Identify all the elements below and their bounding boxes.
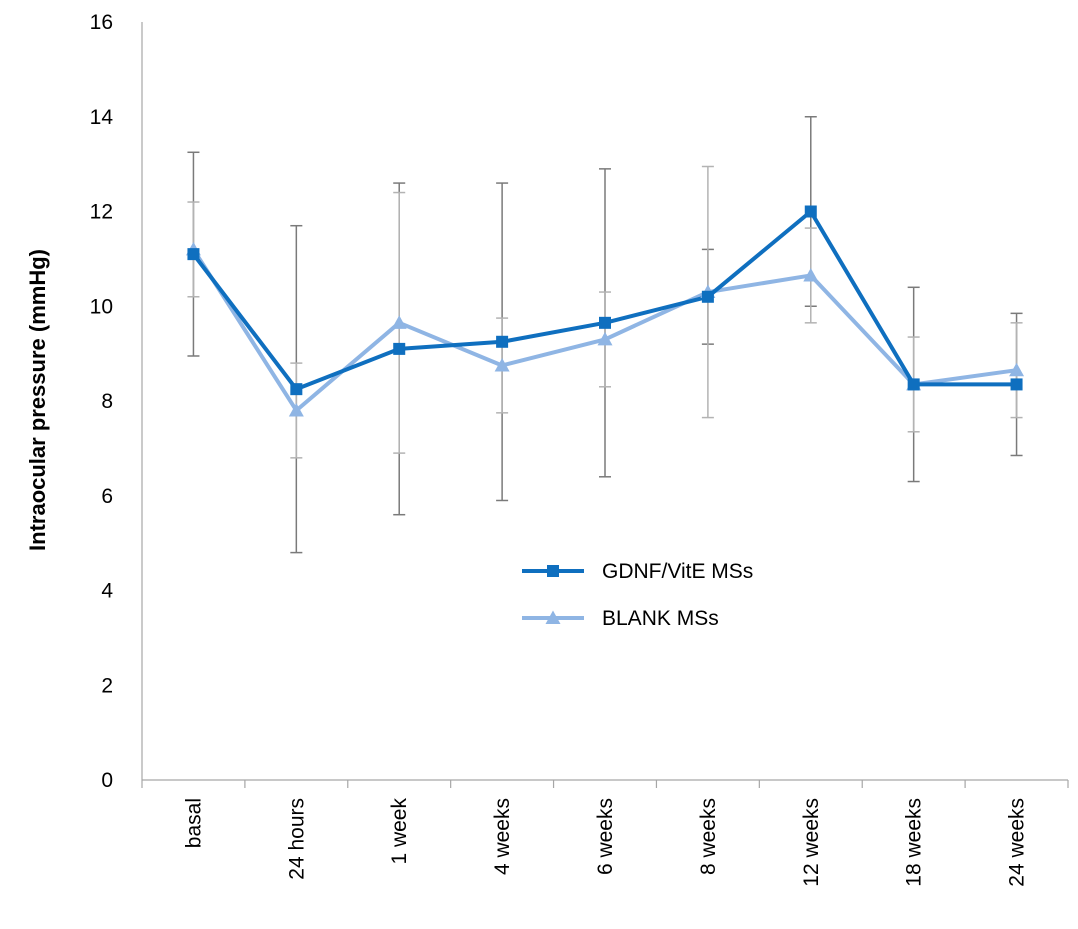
triangle-marker — [597, 331, 613, 346]
y-tick-label: 6 — [101, 485, 113, 508]
x-tick-label: basal — [182, 798, 205, 848]
square-marker — [599, 316, 611, 329]
square-marker — [547, 565, 559, 577]
legend-label: BLANK MSs — [602, 607, 719, 630]
axes — [141, 22, 1069, 788]
y-tick-label: 10 — [90, 295, 113, 318]
x-tick-label: 1 week — [388, 798, 411, 865]
triangle-marker — [494, 357, 510, 372]
x-tick-labels: basal 24 hours 1 week 4 weeks 6 weeks 8 weeks… — [182, 798, 1028, 887]
y-tick-label: 12 — [90, 201, 113, 224]
series-markers — [185, 205, 1025, 417]
square-marker — [496, 335, 509, 348]
legend: GDNF/VitE MSs BLANK MSs — [522, 560, 753, 630]
y-tick-label: 8 — [101, 390, 113, 413]
triangle-marker — [1009, 362, 1025, 377]
x-tick-label: 8 weeks — [697, 798, 720, 875]
x-tick-label: 12 weeks — [800, 798, 823, 887]
y-tick-label: 2 — [101, 674, 113, 697]
x-tick-label: 6 weeks — [594, 798, 617, 875]
triangle-marker — [803, 267, 819, 282]
square-marker — [1010, 378, 1023, 391]
y-axis-title: Intraocular pressure (mmHg) — [25, 249, 50, 551]
square-marker — [701, 290, 714, 303]
square-marker — [393, 342, 406, 355]
triangle-marker — [288, 402, 304, 417]
x-tick-label: 18 weeks — [903, 798, 926, 887]
square-marker — [907, 378, 920, 391]
y-tick-label: 16 — [90, 11, 113, 34]
legend-label: GDNF/VitE MSs — [602, 560, 753, 583]
x-tick-label: 24 weeks — [1006, 798, 1029, 887]
triangle-marker — [391, 315, 407, 329]
y-tick-label: 14 — [90, 106, 114, 129]
x-tick-label: 24 hours — [285, 798, 308, 880]
square-marker — [290, 383, 303, 396]
y-tick-labels: 0 2 4 6 8 10 12 14 16 — [90, 11, 114, 792]
y-tick-label: 0 — [101, 769, 113, 792]
square-marker — [187, 248, 200, 261]
y-tick-label: 4 — [101, 580, 113, 603]
square-marker — [804, 205, 817, 218]
triangle-marker — [545, 610, 561, 624]
x-tick-label: 4 weeks — [491, 798, 514, 875]
